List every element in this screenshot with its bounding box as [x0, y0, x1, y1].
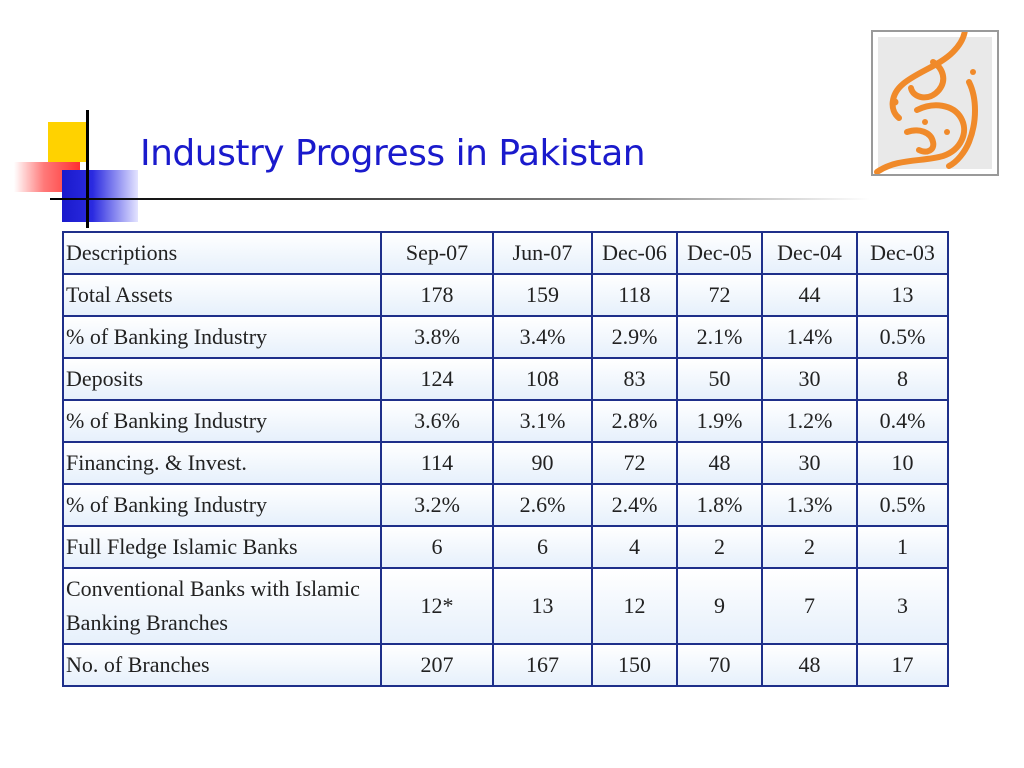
table-row: Deposits 124 108 83 50 30 8 [62, 357, 949, 401]
table-cell: 2.9% [591, 315, 678, 359]
row-label: Total Assets [62, 273, 382, 317]
row-label: Full Fledge Islamic Banks [62, 525, 382, 569]
table-row: % of Banking Industry 3.6% 3.1% 2.8% 1.9… [62, 399, 949, 443]
row-label: Conventional Banks with Islamic Banking … [62, 567, 382, 645]
table-cell: 114 [380, 441, 494, 485]
table-cell: 44 [761, 273, 858, 317]
table-cell: 1 [856, 525, 949, 569]
header-dec-05: Dec-05 [676, 231, 763, 275]
table-cell: 8 [856, 357, 949, 401]
table-cell: 72 [591, 441, 678, 485]
row-label: Financing. & Invest. [62, 441, 382, 485]
row-label: % of Banking Industry [62, 399, 382, 443]
table-cell: 3.8% [380, 315, 494, 359]
table-cell: 3.2% [380, 483, 494, 527]
table-cell: 72 [676, 273, 763, 317]
table-row: Total Assets 178 159 118 72 44 13 [62, 273, 949, 317]
table-cell: 1.9% [676, 399, 763, 443]
table-cell: 118 [591, 273, 678, 317]
table-cell: 207 [380, 643, 494, 687]
table-cell: 150 [591, 643, 678, 687]
table-cell: 90 [492, 441, 593, 485]
table-cell: 1.4% [761, 315, 858, 359]
table-cell: 2.8% [591, 399, 678, 443]
table-cell: 10 [856, 441, 949, 485]
table-row: % of Banking Industry 3.8% 3.4% 2.9% 2.1… [62, 315, 949, 359]
decor-vertical-line [86, 110, 89, 228]
table-cell: 30 [761, 357, 858, 401]
header-dec-03: Dec-03 [856, 231, 949, 275]
table-cell: 124 [380, 357, 494, 401]
row-label: Deposits [62, 357, 382, 401]
table-row: Financing. & Invest. 114 90 72 48 30 10 [62, 441, 949, 485]
table-cell: 9 [676, 567, 763, 645]
header-dec-04: Dec-04 [761, 231, 858, 275]
table-cell: 48 [676, 441, 763, 485]
table-header-row: Descriptions Sep-07 Jun-07 Dec-06 Dec-05… [62, 231, 949, 275]
table-cell: 12 [591, 567, 678, 645]
table-cell: 1.8% [676, 483, 763, 527]
table-cell: 4 [591, 525, 678, 569]
table-cell: 50 [676, 357, 763, 401]
decor-yellow-square [48, 122, 86, 162]
row-label: No. of Branches [62, 643, 382, 687]
table-cell: 6 [380, 525, 494, 569]
table-cell: 159 [492, 273, 593, 317]
table-cell: 2.4% [591, 483, 678, 527]
table-row: Conventional Banks with Islamic Banking … [62, 567, 949, 645]
table-cell: 0.5% [856, 483, 949, 527]
table-cell: 3 [856, 567, 949, 645]
slide-title: Industry Progress in Pakistan [140, 133, 646, 174]
header-dec-06: Dec-06 [591, 231, 678, 275]
table-cell: 3.1% [492, 399, 593, 443]
row-label-line: Banking Branches [66, 610, 228, 635]
table-cell: 2.1% [676, 315, 763, 359]
table-cell: 6 [492, 525, 593, 569]
table-row: No. of Branches 207 167 150 70 48 17 [62, 643, 949, 687]
table-cell: 0.4% [856, 399, 949, 443]
header-descriptions: Descriptions [62, 231, 382, 275]
table-cell: 17 [856, 643, 949, 687]
table-cell: 0.5% [856, 315, 949, 359]
header-sep-07: Sep-07 [380, 231, 494, 275]
table-cell: 178 [380, 273, 494, 317]
table-cell: 13 [492, 567, 593, 645]
row-label: % of Banking Industry [62, 483, 382, 527]
table-cell: 12* [380, 567, 494, 645]
table-cell: 30 [761, 441, 858, 485]
table-cell: 108 [492, 357, 593, 401]
table-cell: 2.6% [492, 483, 593, 527]
row-label-line: Conventional Banks with Islamic [66, 576, 360, 601]
table-cell: 3.4% [492, 315, 593, 359]
title-underline [50, 198, 870, 200]
table-cell: 167 [492, 643, 593, 687]
table-cell: 83 [591, 357, 678, 401]
calligraphy-logo-icon [871, 9, 999, 176]
table-cell: 70 [676, 643, 763, 687]
header-jun-07: Jun-07 [492, 231, 593, 275]
row-label: % of Banking Industry [62, 315, 382, 359]
table-cell: 2 [676, 525, 763, 569]
table-cell: 3.6% [380, 399, 494, 443]
table-cell: 2 [761, 525, 858, 569]
table-cell: 7 [761, 567, 858, 645]
table-cell: 1.2% [761, 399, 858, 443]
table-cell: 13 [856, 273, 949, 317]
table-cell: 48 [761, 643, 858, 687]
industry-progress-table: Descriptions Sep-07 Jun-07 Dec-06 Dec-05… [62, 231, 949, 687]
table-cell: 1.3% [761, 483, 858, 527]
table-row: % of Banking Industry 3.2% 2.6% 2.4% 1.8… [62, 483, 949, 527]
decor-blue-square [62, 170, 138, 222]
table-row: Full Fledge Islamic Banks 6 6 4 2 2 1 [62, 525, 949, 569]
